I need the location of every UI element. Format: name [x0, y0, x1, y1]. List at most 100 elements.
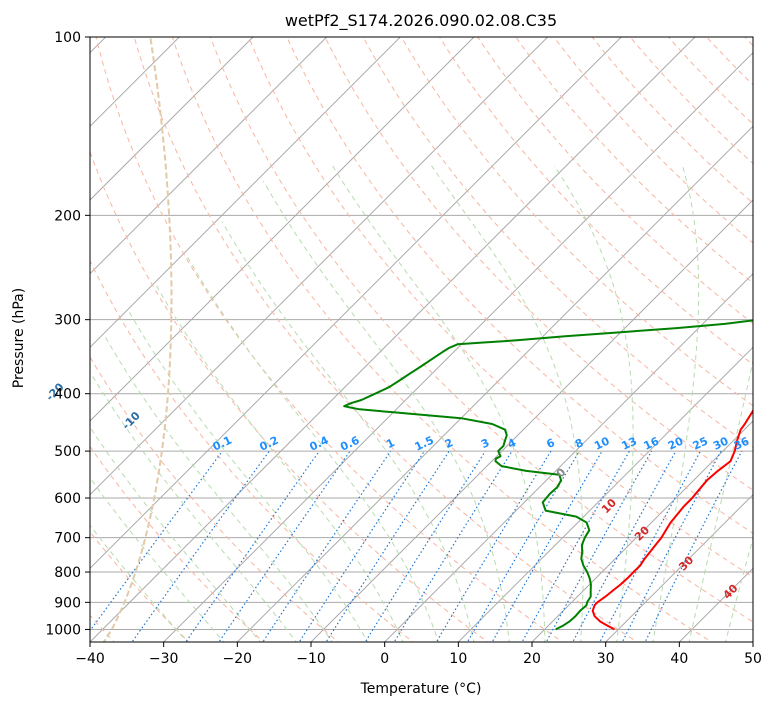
y-tick-label: 200 [54, 208, 81, 224]
mixing-ratio-label: 20 [666, 434, 686, 452]
mixing-ratio-label: 3 [479, 436, 491, 451]
x-tick-label: 40 [670, 651, 688, 667]
x-tick-label: 0 [380, 651, 389, 667]
moist-adiabat-label: 20 [632, 523, 652, 543]
dewpoint-profile [343, 319, 753, 631]
isotherm-gridline [678, 567, 753, 642]
isotherm-gridline [310, 199, 753, 642]
x-axis-label: Temperature (°C) [360, 681, 482, 697]
x-tick-label: 50 [744, 651, 762, 667]
x-tick-label: 30 [597, 651, 615, 667]
dry-adiabat [438, 37, 753, 366]
dry-adiabat [90, 259, 414, 642]
x-tick-label: −10 [296, 651, 326, 667]
mixing-ratio-line [644, 450, 743, 642]
moist-adiabat [688, 358, 753, 642]
mixing-ratio-line [393, 450, 513, 642]
dry-adiabat [286, 37, 753, 534]
wet-bulb-curve [102, 37, 173, 642]
moist-adiabat [154, 282, 404, 642]
temperature-profile [591, 409, 753, 631]
y-axis-label: Pressure (hPa) [11, 288, 27, 388]
y-tick-label: 800 [54, 565, 81, 581]
dry-adiabat [90, 531, 190, 642]
mixing-ratio-label: 25 [691, 435, 710, 453]
mixing-ratio-line [298, 450, 425, 642]
mixing-ratio-line [131, 450, 270, 642]
mixing-ratio-label: 30 [711, 434, 731, 452]
mixing-ratio-line [572, 450, 677, 642]
dry-adiabat [770, 24, 775, 645]
dry-adiabat [248, 37, 753, 578]
x-tick-label: −20 [223, 651, 253, 667]
moist-adiabat [554, 165, 634, 642]
moist-adiabat [332, 165, 546, 642]
mixing-ratio-line [90, 450, 223, 632]
x-tick-label: 20 [523, 651, 541, 667]
dry-adiabat [362, 37, 753, 449]
moist-adiabat [104, 336, 333, 642]
moist-adiabat [725, 536, 753, 642]
isotherm-gridline [383, 272, 753, 642]
isotherm-gridline [90, 37, 181, 128]
x-tick-label: −30 [149, 651, 179, 667]
isotherm-gridline [752, 641, 753, 642]
dry-adiabat [209, 37, 753, 623]
mixing-ratio-line [325, 450, 450, 642]
moist-adiabat [90, 476, 225, 642]
mixing-ratio-line [262, 450, 392, 642]
isotherm-gridline [531, 420, 753, 642]
mixing-ratio-label: 36 [732, 434, 752, 452]
isotherm-gridline [90, 37, 623, 570]
x-tick-label: 10 [449, 651, 467, 667]
y-tick-label: 100 [54, 30, 81, 46]
dry-adiabat [90, 150, 489, 642]
dry-adiabat [133, 37, 638, 642]
dry-adiabat [515, 37, 753, 284]
isotherm-gridline [90, 37, 696, 642]
isotherm-gridline [604, 493, 753, 642]
mixing-ratio-line [218, 450, 351, 642]
mixing-ratio-label: 6 [544, 436, 557, 451]
mixing-ratio-label: 10 [592, 434, 612, 452]
dry-adiabat [171, 37, 713, 642]
dry-adiabat [705, 37, 753, 86]
moist-adiabat [262, 180, 510, 642]
mixing-ratio-label: 4 [506, 436, 519, 451]
moist-adiabat [221, 221, 475, 642]
y-tick-label: 400 [54, 387, 81, 403]
mixing-ratio-label: 1 [384, 436, 396, 451]
moist-adiabat-label: 30 [676, 553, 696, 573]
moist-adiabat-label: 40 [721, 582, 741, 602]
mixing-ratio-line [364, 450, 486, 642]
moist-adiabat [90, 370, 297, 642]
dry-adiabat [629, 37, 753, 165]
isotherm-gridline [162, 51, 753, 642]
moist-adiabat [128, 310, 369, 642]
x-tick-label: −40 [75, 651, 105, 667]
dry-adiabat-label: -10 [120, 409, 143, 432]
dry-adiabat [667, 37, 753, 125]
chart-title: wetPf2_S174.2026.090.02.08.C35 [285, 11, 557, 31]
isotherm-gridline [90, 37, 254, 201]
y-tick-label: 900 [54, 595, 81, 611]
mixing-ratio-label: 13 [620, 435, 639, 453]
moist-adiabat [431, 165, 584, 642]
isotherm-gridline [90, 37, 549, 496]
dry-adiabat [591, 37, 753, 204]
isotherm-gridline [457, 346, 753, 642]
mixing-ratio-label: 16 [642, 434, 662, 452]
moist-adiabat [652, 165, 700, 642]
dry-adiabat [324, 37, 753, 491]
isotherm-gridline [90, 37, 328, 275]
y-tick-label: 500 [54, 444, 81, 460]
isotherm-gridline [90, 37, 475, 422]
isotherm-gridline [90, 37, 402, 349]
mixing-ratio-line [185, 450, 320, 642]
moist-adiabat [90, 524, 188, 642]
y-tick-label: 1000 [45, 622, 81, 638]
plot-area [90, 24, 775, 645]
dry-adiabat [90, 445, 265, 642]
